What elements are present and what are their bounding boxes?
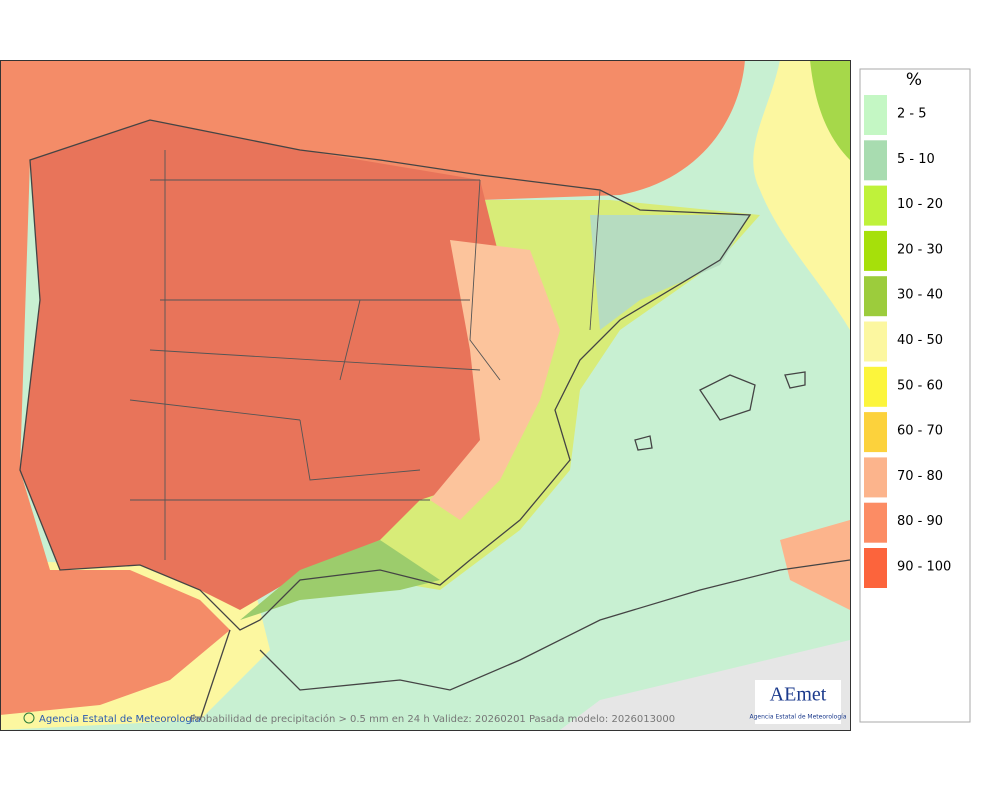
legend-label: 40 - 50 bbox=[897, 333, 943, 348]
legend-swatch bbox=[864, 140, 887, 181]
band bbox=[590, 215, 750, 330]
legend-swatch bbox=[864, 412, 887, 453]
logo-name: AEmet bbox=[770, 684, 827, 706]
legend-label: 2 - 5 bbox=[897, 107, 927, 122]
legend-label: 60 - 70 bbox=[897, 424, 943, 439]
legend-label: 30 - 40 bbox=[897, 288, 943, 303]
legend-label: 20 - 30 bbox=[897, 242, 943, 257]
credit: Agencia Estatal de Meteorología bbox=[39, 713, 201, 725]
copyright-icon bbox=[23, 712, 35, 724]
legend-label: 90 - 100 bbox=[897, 560, 951, 575]
legend: 2 - 5 5 - 10 10 - 20 20 - 30 30 - 40 40 - 50 5… bbox=[864, 95, 951, 588]
legend-swatch bbox=[864, 95, 887, 135]
caption: Probabilidad de precipitación > 0.5 mm e… bbox=[190, 713, 675, 725]
coastline bbox=[19, 119, 850, 721]
legend-swatch bbox=[864, 366, 887, 407]
map bbox=[0, 60, 850, 730]
legend-label: 80 - 90 bbox=[897, 514, 943, 529]
legend-swatch bbox=[864, 321, 887, 362]
band bbox=[753, 60, 850, 330]
land-high-probability bbox=[20, 120, 520, 610]
legend-label: 10 - 20 bbox=[897, 197, 943, 212]
band bbox=[240, 540, 440, 620]
legend-label: 70 - 80 bbox=[897, 469, 943, 484]
legend-swatch bbox=[864, 185, 887, 226]
high-probability-area bbox=[0, 60, 745, 715]
legend-swatch bbox=[864, 502, 887, 543]
logo-box bbox=[755, 680, 841, 724]
legend-label: 50 - 60 bbox=[897, 378, 943, 393]
band bbox=[810, 60, 850, 160]
map-frame bbox=[0, 60, 851, 731]
legend-swatch bbox=[864, 276, 887, 317]
legend-label: 5 - 10 bbox=[897, 152, 935, 167]
band bbox=[430, 240, 560, 520]
logo-subtitle: Agencia Estatal de Meteorología bbox=[750, 714, 847, 721]
legend-swatch bbox=[864, 457, 887, 498]
legend-title: % bbox=[906, 70, 922, 90]
legend-swatch bbox=[864, 230, 887, 271]
legend-swatch bbox=[864, 548, 887, 588]
region-borders bbox=[129, 150, 601, 560]
